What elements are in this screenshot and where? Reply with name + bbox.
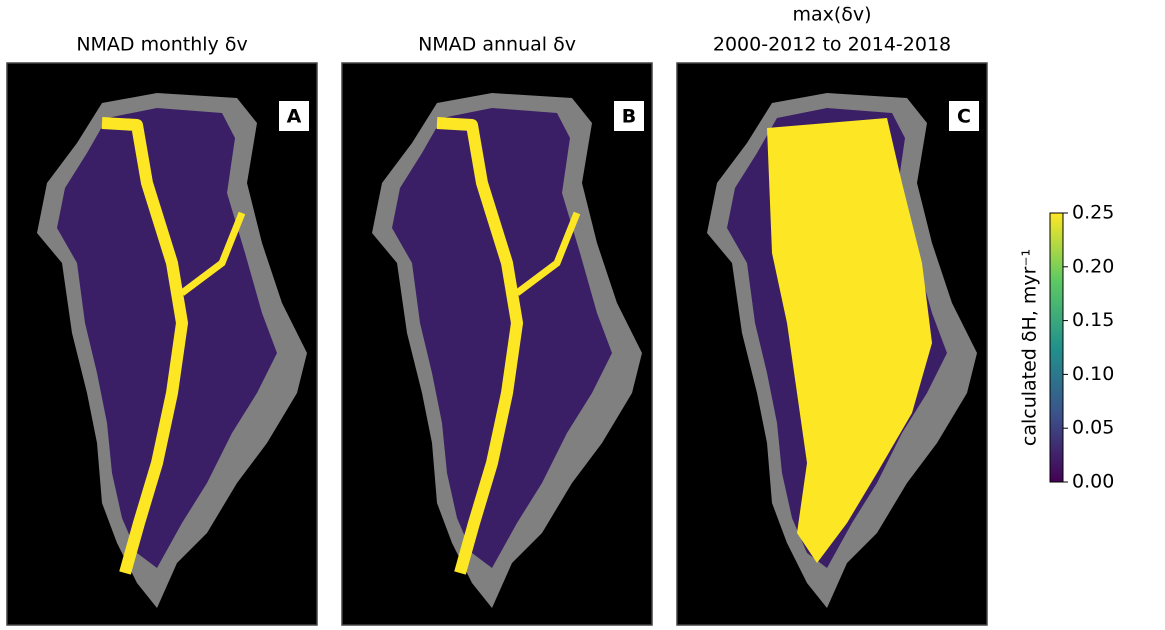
colorbar-tick-label: 0.15: [1072, 309, 1114, 331]
colorbar-tick-label: 0.00: [1072, 471, 1114, 493]
panel-title: NMAD annual δv: [418, 34, 576, 56]
colorbar-label: calculated δH, myr⁻¹: [1019, 249, 1041, 446]
panel-title: 2000-2012 to 2014-2018: [713, 34, 951, 56]
panel-label: A: [287, 106, 302, 128]
map-panel: B: [342, 63, 652, 625]
panel-title: NMAD monthly δv: [76, 34, 247, 56]
colorbar: [1050, 213, 1063, 482]
figure: A NMAD monthly δv B NMAD annual δv Cmax(δv) 2…: [0, 0, 1165, 630]
colorbar-tick-label: 0.20: [1072, 255, 1114, 277]
map-panel: C: [677, 63, 987, 625]
panel-label: C: [957, 106, 971, 128]
panel-label: B: [622, 106, 636, 128]
colorbar-tick-label: 0.10: [1072, 363, 1114, 385]
colorbar-tick-label: 0.25: [1072, 202, 1114, 224]
colorbar-tick-label: 0.05: [1072, 417, 1114, 439]
map-panel: A: [7, 63, 317, 625]
panel-title: max(δv): [792, 4, 871, 26]
